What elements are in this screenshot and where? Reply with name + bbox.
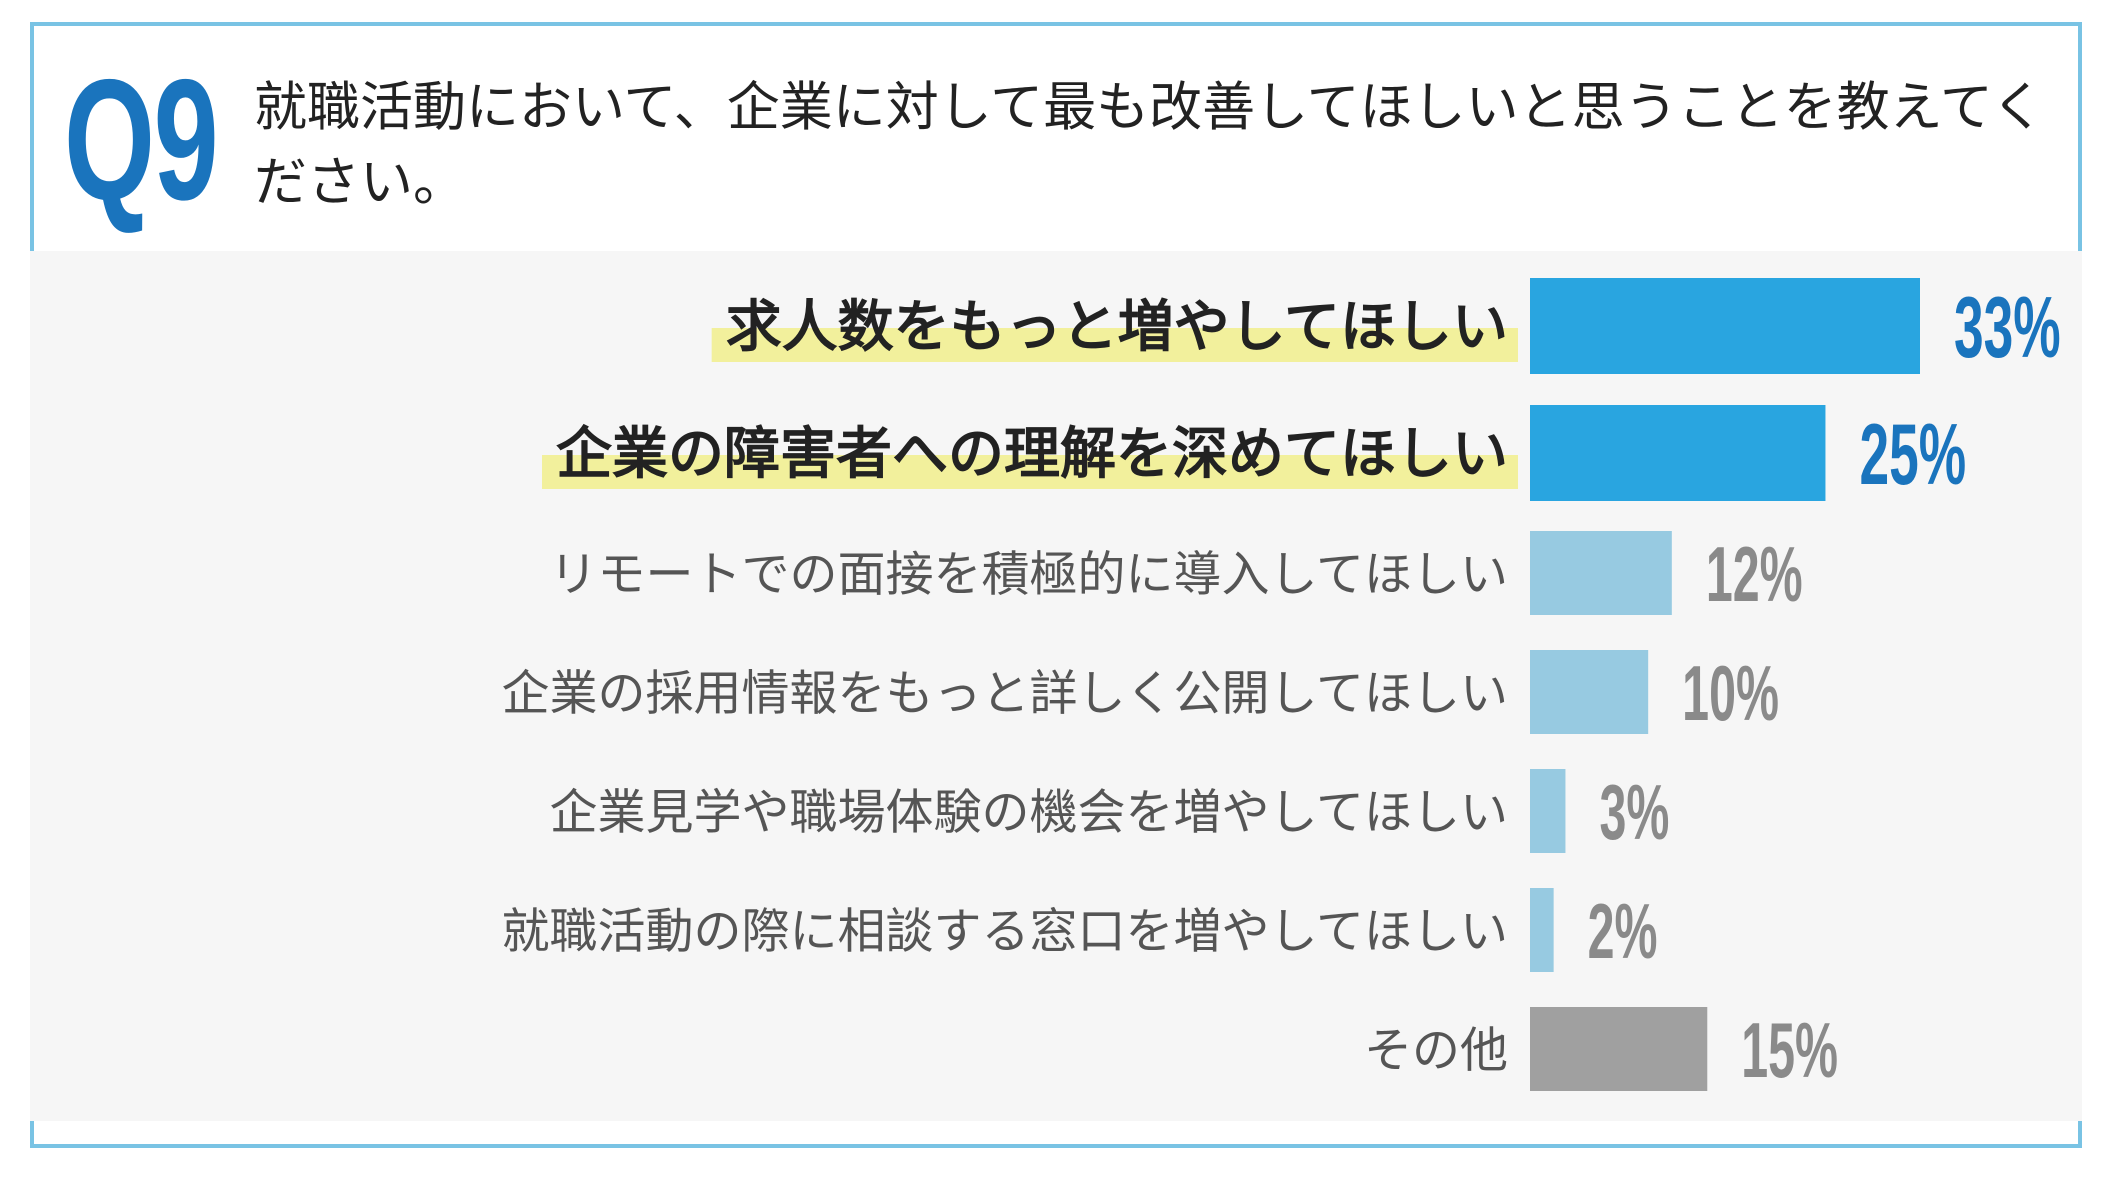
category-label: 企業の採用情報をもっと詳しく公開してほしい [501, 665, 1508, 721]
bar [1530, 1007, 1708, 1091]
bar [1530, 650, 1649, 734]
value-label-group: 12% [1706, 530, 1803, 618]
label-highlight [542, 455, 1518, 489]
bar [1530, 278, 1920, 374]
value-label-group: 33% [1954, 280, 2061, 376]
bar [1530, 531, 1672, 615]
bar [1530, 405, 1826, 501]
chart-frame: Q9 就職活動において、企業に対して最も改善してほしいと思うことを教えてください… [30, 22, 2082, 1148]
category-label: リモートでの面接を積極的に導入してほしい [549, 546, 1508, 602]
question-number: Q9 [64, 44, 219, 236]
category-label: 企業見学や職場体験の機会を増やしてほしい [549, 784, 1508, 840]
value-label-group: 2% [1588, 887, 1658, 975]
value-label: 3% [1599, 768, 1669, 856]
question-text: 就職活動において、企業に対して最も改善してほしいと思うことを教えてください。 [254, 77, 2045, 213]
category-label: その他 [1364, 1022, 1508, 1078]
value-label: 12% [1706, 530, 1803, 618]
value-label-group: 3% [1599, 768, 1669, 856]
value-label-group: 25% [1859, 407, 1966, 503]
label-highlight [711, 328, 1518, 362]
value-label: 33% [1954, 280, 2061, 376]
bar [1530, 769, 1566, 853]
value-label: 2% [1588, 887, 1658, 975]
question-header: Q9 就職活動において、企業に対して最も改善してほしいと思うことを教えてください… [34, 26, 2078, 251]
category-label: 企業の障害者への理解を深めてほしい [556, 422, 1508, 487]
bar-chart: 求人数をもっと増やしてほしい 33% 企業の障害者への理解を深めてほしい 25% リモー… [501, 278, 2061, 1094]
value-label-group: 10% [1682, 649, 1779, 737]
value-label: 25% [1859, 407, 1966, 503]
chart-panel: 求人数をもっと増やしてほしい 33% 企業の障害者への理解を深めてほしい 25% リモー… [30, 251, 2082, 1121]
category-label: 就職活動の際に相談する窓口を増やしてほしい [501, 903, 1508, 959]
value-label: 15% [1741, 1006, 1838, 1094]
value-label: 10% [1682, 649, 1779, 737]
value-label-group: 15% [1741, 1006, 1838, 1094]
bar [1530, 888, 1554, 972]
category-label: 求人数をもっと増やしてほしい [726, 295, 1508, 360]
